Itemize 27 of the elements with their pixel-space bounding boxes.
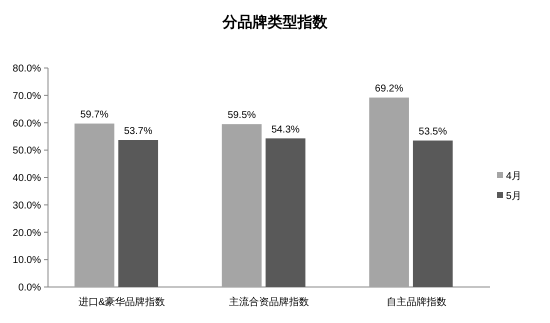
y-tick-label: 60.0%	[12, 118, 42, 130]
x-tick-label: 进口&豪华品牌指数	[78, 296, 166, 308]
y-tick-label: 30.0%	[12, 200, 42, 212]
bar	[74, 124, 114, 287]
data-label: 59.5%	[228, 110, 256, 122]
y-tick-label: 80.0%	[12, 64, 42, 74]
y-tick-label: 70.0%	[12, 90, 42, 102]
chart-title: 分品牌类型指数	[222, 14, 328, 31]
y-tick-label: 50.0%	[12, 146, 42, 157]
y-tick-label: 20.0%	[12, 228, 42, 239]
y-tick-label: 10.0%	[12, 255, 42, 266]
bar	[412, 140, 453, 287]
bar	[369, 98, 409, 287]
data-label: 53.5%	[418, 126, 448, 138]
data-label: 59.7%	[80, 110, 109, 121]
bar	[222, 124, 262, 287]
data-label: 54.3%	[271, 124, 300, 136]
y-tick-label: 0.0%	[18, 282, 42, 294]
legend-label: 5月	[506, 191, 522, 202]
x-tick-label: 自主品牌指数	[386, 296, 446, 308]
data-label: 69.2%	[374, 84, 404, 95]
bar	[118, 140, 158, 287]
data-label: 53.7%	[124, 126, 152, 137]
y-tick-label: 40.0%	[12, 173, 42, 184]
x-tick-label: 主流合资品牌指数	[229, 296, 309, 308]
bar	[266, 138, 306, 287]
legend-label: 4月	[506, 171, 522, 182]
